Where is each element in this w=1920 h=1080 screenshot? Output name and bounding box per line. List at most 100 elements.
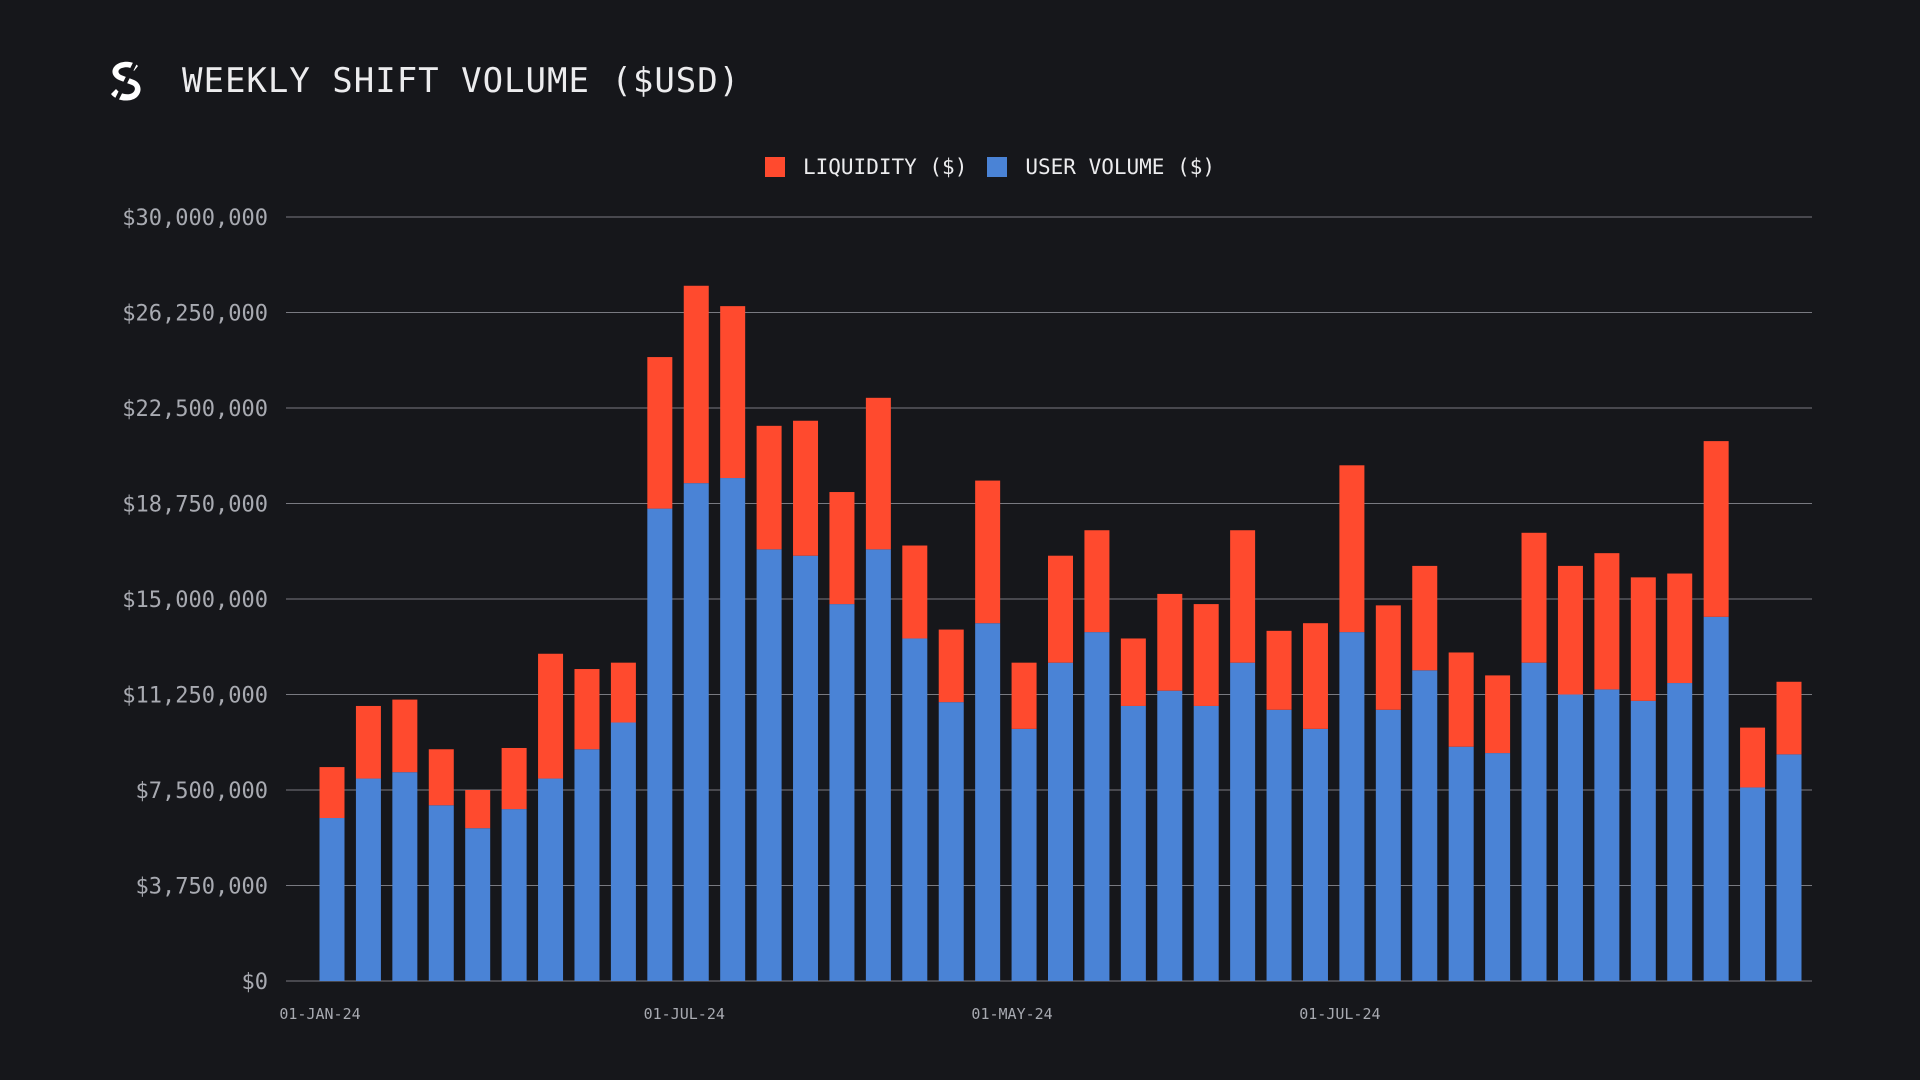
bar-user-volume xyxy=(1448,746,1474,981)
bar-liquidity xyxy=(1630,577,1656,701)
bar-liquidity xyxy=(1485,675,1511,754)
bar-liquidity xyxy=(1157,593,1183,691)
bar-liquidity xyxy=(501,747,527,810)
bar-liquidity xyxy=(1120,638,1146,706)
legend-swatch-user-volume xyxy=(987,157,1008,177)
bar-user-volume xyxy=(902,638,928,981)
chart-title: WEEKLY SHIFT VOLUME ($USD) xyxy=(182,61,741,101)
bar-liquidity xyxy=(1412,565,1438,671)
bar-liquidity xyxy=(1230,530,1256,663)
bar-user-volume xyxy=(1157,690,1183,981)
bar-user-volume xyxy=(1740,787,1766,981)
bar-liquidity xyxy=(1266,630,1292,710)
bar-liquidity xyxy=(938,629,964,703)
bar-user-volume xyxy=(574,749,600,981)
bar-user-volume xyxy=(319,818,345,981)
y-tick-label: $22,500,000 xyxy=(122,397,268,422)
bar-user-volume xyxy=(1048,662,1073,981)
bar-liquidity xyxy=(574,669,600,750)
bar-user-volume xyxy=(501,809,527,981)
bar-liquidity xyxy=(1557,565,1583,695)
bar-liquidity xyxy=(1594,553,1620,690)
bar-user-volume xyxy=(1011,728,1037,981)
bar-user-volume xyxy=(865,549,891,981)
bar-liquidity xyxy=(1521,532,1547,663)
bar-liquidity xyxy=(1193,604,1219,706)
bar-user-volume xyxy=(1521,662,1547,981)
bar-liquidity xyxy=(1667,573,1693,684)
bar-liquidity xyxy=(319,767,345,819)
x-tick-label: 01-JUL-24 xyxy=(644,1005,725,1023)
bar-user-volume xyxy=(428,805,454,981)
bar-user-volume xyxy=(683,483,709,981)
y-tick-label: $3,750,000 xyxy=(136,875,268,900)
bar-user-volume xyxy=(610,722,636,981)
bar-liquidity xyxy=(538,653,564,779)
bar-liquidity xyxy=(793,420,819,556)
bar-user-volume xyxy=(756,549,782,981)
bar-liquidity xyxy=(428,749,454,806)
bar-liquidity xyxy=(1084,530,1110,633)
bar-liquidity xyxy=(465,790,491,829)
bar-liquidity xyxy=(720,306,746,479)
bar-liquidity xyxy=(1302,623,1328,729)
bar-user-volume xyxy=(829,604,855,981)
x-tick-label: 01-JUL-24 xyxy=(1299,1005,1380,1023)
bar-user-volume xyxy=(1375,709,1401,981)
bar-liquidity xyxy=(1740,727,1766,788)
bar-user-volume xyxy=(1084,632,1110,981)
bar-liquidity xyxy=(902,545,928,639)
bar-liquidity xyxy=(1048,555,1073,663)
sideshift-logo-icon xyxy=(111,61,141,101)
bar-liquidity xyxy=(975,480,1001,624)
bar-liquidity xyxy=(392,699,418,773)
bar-user-volume xyxy=(1485,753,1511,981)
bar-user-volume xyxy=(465,828,491,981)
bar-user-volume xyxy=(720,478,746,981)
bar-user-volume xyxy=(1630,700,1656,981)
y-tick-label: $7,500,000 xyxy=(136,779,268,804)
bar-liquidity xyxy=(1339,465,1365,633)
bar-user-volume xyxy=(1302,728,1328,981)
bar-user-volume xyxy=(1266,709,1292,981)
bar-user-volume xyxy=(1120,705,1146,981)
bar-liquidity xyxy=(1011,662,1037,729)
bar-user-volume xyxy=(1412,670,1438,981)
legend-item-liquidity[interactable]: LIQUIDITY ($) xyxy=(764,155,968,179)
legend-label-user-volume: USER VOLUME ($) xyxy=(1025,155,1216,179)
bar-user-volume xyxy=(975,623,1001,981)
bar-user-volume xyxy=(793,555,819,981)
bar-user-volume xyxy=(1339,632,1365,981)
bar-liquidity xyxy=(829,492,855,605)
bar-user-volume xyxy=(1594,689,1620,981)
legend-swatch-liquidity xyxy=(764,157,785,177)
bar-user-volume xyxy=(355,778,381,981)
y-tick-label: $30,000,000 xyxy=(122,206,268,231)
bar-liquidity xyxy=(1375,605,1401,710)
x-tick-label: 01-MAY-24 xyxy=(971,1005,1052,1023)
y-tick-label: $0 xyxy=(242,970,269,995)
bar-liquidity xyxy=(1776,681,1802,755)
bar-liquidity xyxy=(683,285,709,484)
bar-liquidity xyxy=(647,357,673,509)
bar-user-volume xyxy=(392,772,418,981)
bar-liquidity xyxy=(355,705,381,779)
bar-liquidity xyxy=(1448,652,1474,747)
bar-user-volume xyxy=(938,702,964,981)
bar-user-volume xyxy=(538,778,564,981)
bar-user-volume xyxy=(1703,616,1729,981)
bar-user-volume xyxy=(1230,662,1256,981)
bar-liquidity xyxy=(1703,441,1729,617)
bar-user-volume xyxy=(1193,705,1219,981)
y-tick-label: $15,000,000 xyxy=(122,588,268,613)
y-tick-label: $11,250,000 xyxy=(122,684,268,709)
bar-user-volume xyxy=(1667,683,1693,981)
bar-liquidity xyxy=(610,662,636,723)
legend-item-user-volume[interactable]: USER VOLUME ($) xyxy=(987,155,1215,179)
legend-label-liquidity: LIQUIDITY ($) xyxy=(802,155,968,179)
x-tick-label: 01-JAN-24 xyxy=(279,1005,360,1023)
chart-legend: LIQUIDITY ($) USER VOLUME ($) xyxy=(0,155,1920,179)
bar-user-volume xyxy=(647,508,673,981)
bar-liquidity xyxy=(865,397,891,550)
